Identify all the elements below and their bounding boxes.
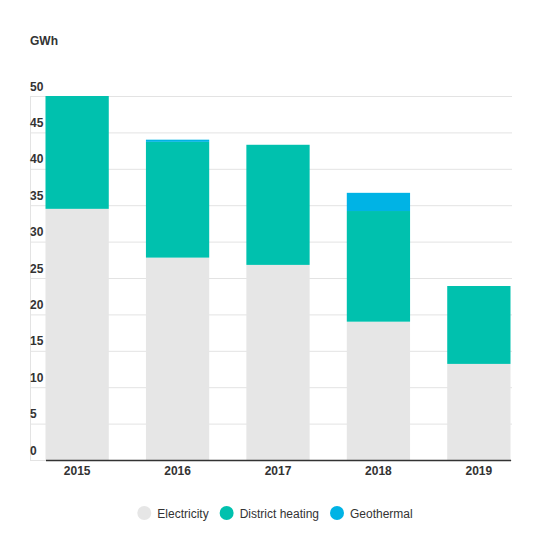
bar-segment	[46, 96, 109, 209]
bar-segment	[447, 364, 510, 460]
legend-item: Geothermal	[330, 506, 413, 521]
bar-segment	[146, 258, 209, 460]
legend: Electricity District heating Geothermal	[137, 506, 412, 521]
x-tick-label: 2015	[64, 464, 91, 478]
y-tick-label: 10	[30, 371, 44, 385]
y-tick-label: 45	[30, 116, 44, 130]
bar-segment	[246, 145, 309, 265]
x-tick: 2016	[164, 460, 191, 478]
chart: GWh0510152025303540455020152016201720182…	[0, 0, 550, 555]
legend-swatch	[220, 506, 234, 520]
y-tick-label: 35	[30, 189, 44, 203]
grid-line	[30, 460, 512, 461]
y-axis: 0 5 10 15 20 25 30 35 40 45 50	[30, 80, 512, 461]
x-tick: 2018	[365, 460, 392, 478]
legend-swatch	[137, 506, 151, 520]
bars	[46, 96, 511, 460]
bar-segment	[347, 193, 410, 211]
x-tick: 2017	[265, 460, 292, 478]
bar-segment	[347, 322, 410, 460]
y-tick-label: 5	[30, 407, 37, 421]
x-tick: 2015	[64, 460, 91, 478]
bar-segment	[146, 140, 209, 142]
bar-segment	[447, 286, 510, 364]
y-tick-label: 40	[30, 152, 44, 166]
x-axis-line	[46, 460, 511, 462]
x-tick: 2019	[466, 460, 493, 478]
legend-swatch	[330, 506, 344, 520]
bar-segment	[347, 211, 410, 322]
y-tick-label: 30	[30, 225, 44, 239]
series	[46, 96, 511, 364]
series	[146, 140, 410, 211]
x-tick-label: 2016	[164, 464, 191, 478]
y-tick-label: 20	[30, 298, 44, 312]
legend-label: Geothermal	[350, 507, 413, 521]
y-tick-label: 50	[30, 80, 44, 94]
bar-segment	[447, 286, 510, 287]
legend-label: District heating	[240, 507, 319, 521]
bar-segment	[246, 144, 309, 145]
legend-item: Electricity	[137, 506, 208, 521]
x-tick-label: 2018	[365, 464, 392, 478]
bar-segment	[46, 96, 109, 97]
y-tick-label: 0	[30, 444, 37, 458]
x-axis: 2015 2016 2017 2018 2019	[46, 460, 511, 478]
y-tick-label: 15	[30, 334, 44, 348]
x-tick-label: 2019	[466, 464, 493, 478]
y-tick: 50	[30, 80, 512, 97]
y-axis-title: GWh	[30, 34, 58, 48]
bar-segment	[246, 265, 309, 460]
x-tick-label: 2017	[265, 464, 292, 478]
y-tick-label: 25	[30, 262, 44, 276]
legend-item: District heating	[220, 506, 319, 521]
bar-segment	[146, 142, 209, 258]
bar-segment	[46, 209, 109, 460]
legend-label: Electricity	[157, 507, 208, 521]
